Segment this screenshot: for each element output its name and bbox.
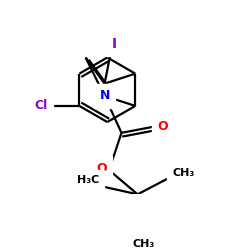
Text: CH₃: CH₃ — [133, 238, 155, 248]
Text: O: O — [96, 162, 107, 175]
Text: Cl: Cl — [34, 100, 48, 112]
Text: H₃C: H₃C — [76, 176, 99, 186]
Text: O: O — [158, 120, 168, 133]
Text: N: N — [100, 90, 110, 102]
Text: CH₃: CH₃ — [172, 168, 195, 178]
Text: I: I — [112, 37, 117, 51]
